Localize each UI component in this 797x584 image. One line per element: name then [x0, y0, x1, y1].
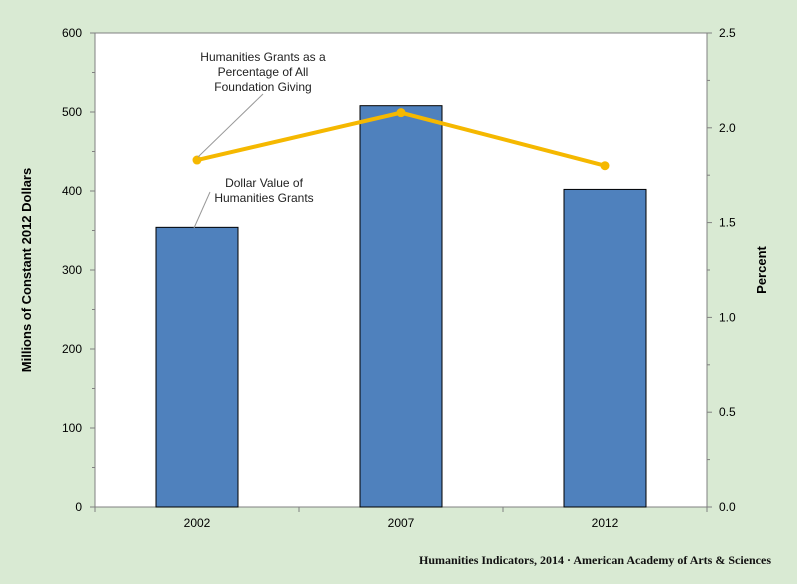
bar [563, 188, 647, 508]
y2-axis-title: Percent [754, 245, 769, 293]
y-axis-title: Millions of Constant 2012 Dollars [19, 168, 34, 372]
line-label-leader [197, 93, 264, 158]
y-tick-label: 600 [62, 26, 82, 40]
y2-tick-label: 2.0 [719, 121, 736, 135]
x-tick-label: 2002 [184, 516, 211, 530]
y-tick-label: 100 [62, 421, 82, 435]
y2-tick-label: 2.5 [719, 26, 736, 40]
bar-label-leader [193, 191, 211, 229]
line-point [192, 155, 202, 165]
bar [359, 105, 443, 508]
x-tick-label: 2007 [388, 516, 415, 530]
line-series-annotation: Humanities Grants as a [200, 50, 326, 64]
bar-series-annotation: Humanities Grants [214, 191, 313, 205]
y-tick-label: 500 [62, 105, 82, 119]
y-tick-label: 300 [62, 263, 82, 277]
y2-tick-label: 1.5 [719, 216, 736, 230]
line-point [396, 108, 406, 118]
line-series-annotation: Percentage of All [218, 65, 309, 79]
bar [155, 226, 239, 508]
y-tick-label: 200 [62, 342, 82, 356]
line-point [600, 161, 610, 171]
y-tick-label: 0 [75, 500, 82, 514]
y2-tick-label: 0.0 [719, 500, 736, 514]
x-tick-label: 2012 [592, 516, 619, 530]
source-credit: Humanities Indicators, 2014 · American A… [419, 553, 771, 567]
bar-series-annotation: Dollar Value of [225, 176, 303, 190]
line-series-annotation: Foundation Giving [214, 80, 311, 94]
y-tick-label: 400 [62, 184, 82, 198]
y2-tick-label: 0.5 [719, 405, 736, 419]
y2-tick-label: 1.0 [719, 310, 736, 324]
